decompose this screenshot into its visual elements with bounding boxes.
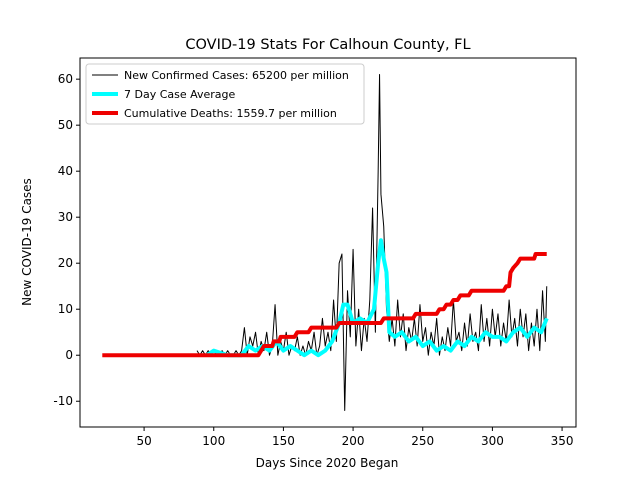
- plot-frame: [79, 57, 577, 428]
- y-tick-label: 30: [58, 210, 73, 224]
- chart-title: COVID-19 Stats For Calhoun County, FL: [185, 37, 470, 53]
- y-tick-label: 10: [58, 302, 73, 316]
- x-tick-label: 200: [342, 434, 365, 448]
- y-tick-label: 0: [65, 348, 73, 362]
- series-line: [102, 252, 547, 358]
- y-tick-label: 20: [58, 256, 73, 270]
- y-tick-label: 50: [58, 118, 73, 132]
- series-line: [196, 74, 548, 411]
- y-tick-label: 40: [58, 164, 73, 178]
- legend-box: [85, 63, 365, 125]
- x-tick-label: 350: [551, 434, 574, 448]
- x-tick-label: 300: [481, 434, 504, 448]
- x-axis-label: Days Since 2020 Began: [256, 456, 399, 470]
- x-tick-label: 150: [272, 434, 295, 448]
- legend-label: 7 Day Case Average: [124, 88, 236, 101]
- x-tick-label: 250: [411, 434, 434, 448]
- y-tick-label: -10: [53, 394, 73, 408]
- series-line: [205, 238, 549, 358]
- x-tick-label: 50: [136, 434, 151, 448]
- x-tick-label: 100: [202, 434, 225, 448]
- y-axis-label: New COVID-19 Cases: [20, 178, 34, 306]
- y-tick-label: 60: [58, 72, 73, 86]
- legend-label: Cumulative Deaths: 1559.7 per million: [124, 107, 337, 120]
- legend-label: New Confirmed Cases: 65200 per million: [124, 69, 349, 82]
